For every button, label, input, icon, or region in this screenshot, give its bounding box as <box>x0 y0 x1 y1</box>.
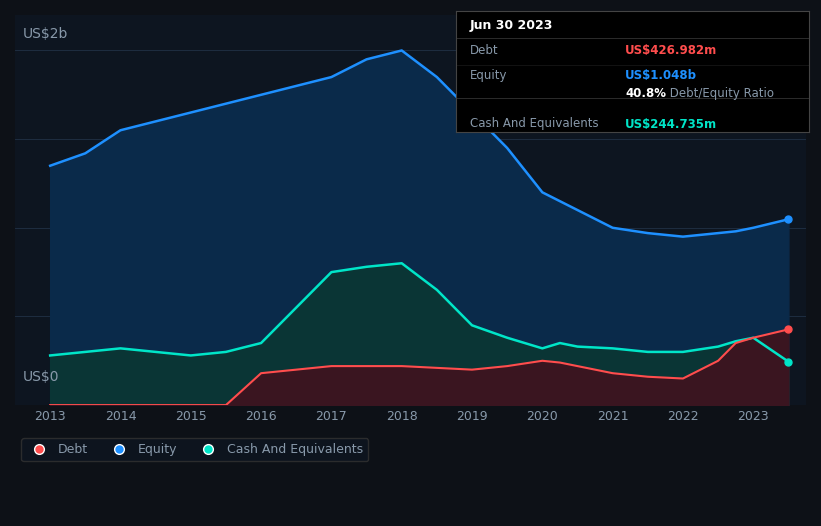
Text: US$2b: US$2b <box>23 27 68 41</box>
Text: US$426.982m: US$426.982m <box>625 44 718 57</box>
Legend: Debt, Equity, Cash And Equivalents: Debt, Equity, Cash And Equivalents <box>21 438 369 461</box>
Text: US$244.735m: US$244.735m <box>625 118 718 131</box>
Text: US$0: US$0 <box>23 370 59 383</box>
Text: Debt/Equity Ratio: Debt/Equity Ratio <box>666 87 773 100</box>
Text: US$1.048b: US$1.048b <box>625 68 697 82</box>
Text: Jun 30 2023: Jun 30 2023 <box>470 19 553 32</box>
Text: 40.8%: 40.8% <box>625 87 666 100</box>
Text: Cash And Equivalents: Cash And Equivalents <box>470 117 599 130</box>
Text: Equity: Equity <box>470 68 507 82</box>
Text: Debt: Debt <box>470 44 498 57</box>
